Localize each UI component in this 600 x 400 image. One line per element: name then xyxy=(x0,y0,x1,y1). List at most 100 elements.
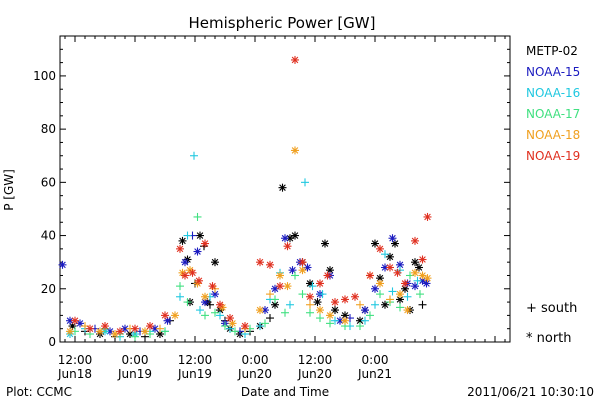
y-axis: 0 20 40 60 80 100 xyxy=(33,35,510,349)
data-point xyxy=(371,284,379,293)
data-point xyxy=(415,263,423,272)
data-point xyxy=(351,292,359,301)
data-point xyxy=(331,316,339,325)
data-point xyxy=(388,287,397,296)
data-point xyxy=(306,308,314,317)
data-point xyxy=(306,292,314,301)
legend-entry: NOAA-15 xyxy=(526,65,580,79)
data-point xyxy=(261,319,269,328)
x-tick-label-date: Jun20 xyxy=(297,367,332,381)
y-tick-label: 40 xyxy=(41,229,56,243)
data-point xyxy=(278,183,287,192)
data-point xyxy=(411,258,419,267)
chart-title: Hemispheric Power [GW] xyxy=(189,14,376,32)
data-point xyxy=(226,314,234,323)
data-point xyxy=(331,298,339,307)
data-point xyxy=(161,327,169,336)
legend-entry: NOAA-19 xyxy=(526,149,580,163)
data-point xyxy=(316,314,324,323)
data-point xyxy=(196,231,204,240)
data-point xyxy=(181,271,189,280)
data-point xyxy=(156,324,164,333)
data-point xyxy=(116,327,124,336)
data-point xyxy=(58,260,67,269)
data-point xyxy=(376,290,384,299)
data-point xyxy=(298,266,307,275)
data-point xyxy=(96,327,104,336)
data-point xyxy=(313,298,322,307)
data-point xyxy=(178,236,187,245)
legend-entry: NOAA-16 xyxy=(526,86,580,100)
data-point xyxy=(291,55,299,64)
data-point xyxy=(396,290,404,299)
data-point xyxy=(183,298,192,307)
data-point xyxy=(366,311,374,320)
x-tick-label-time: 0:00 xyxy=(122,353,149,367)
data-point xyxy=(411,268,419,277)
data-point xyxy=(341,316,349,325)
data-point xyxy=(316,279,324,288)
plot-credit: Plot: CCMC xyxy=(6,385,72,399)
data-point xyxy=(131,332,139,341)
data-point xyxy=(401,284,409,293)
data-point xyxy=(281,308,289,317)
data-point xyxy=(211,258,219,267)
data-point xyxy=(188,268,197,277)
data-point xyxy=(396,260,404,269)
data-point xyxy=(101,322,109,331)
data-point xyxy=(216,311,224,320)
data-point xyxy=(393,268,402,277)
data-point xyxy=(308,282,317,291)
x-tick-label-date: Jun19 xyxy=(177,367,212,381)
y-axis-label: P [GW] xyxy=(2,169,16,211)
data-point xyxy=(371,300,379,309)
data-point xyxy=(266,314,274,323)
data-point xyxy=(266,290,274,299)
data-point xyxy=(381,300,389,309)
x-tick-label-date: Jun18 xyxy=(57,367,92,381)
x-tick-label-time: 12:00 xyxy=(298,353,333,367)
data-point xyxy=(71,316,79,325)
data-point xyxy=(361,306,369,315)
data-point xyxy=(256,322,264,331)
data-point xyxy=(376,274,384,283)
x-tick-label-date: Jun19 xyxy=(117,367,152,381)
data-point xyxy=(386,252,394,261)
data-point xyxy=(256,306,264,315)
plot-frame xyxy=(59,35,511,343)
data-point xyxy=(196,306,204,315)
data-point xyxy=(423,212,432,221)
marker-legend: + south * north xyxy=(526,301,577,346)
data-point xyxy=(376,279,384,288)
data-point xyxy=(190,151,198,160)
data-point xyxy=(271,295,279,304)
data-point xyxy=(423,274,432,283)
data-point xyxy=(323,271,332,280)
data-point xyxy=(386,263,394,272)
data-point xyxy=(326,319,334,328)
data-point xyxy=(422,279,431,288)
data-point xyxy=(291,271,299,280)
y-tick-label: 0 xyxy=(48,335,56,349)
data-point xyxy=(388,234,397,243)
x-tick-label-time: 12:00 xyxy=(58,353,93,367)
data-point xyxy=(341,295,349,304)
x-tick-label-date: Jun21 xyxy=(357,367,392,381)
data-point xyxy=(411,236,419,245)
data-point xyxy=(131,324,139,333)
data-point xyxy=(216,300,224,309)
data-point xyxy=(416,290,424,299)
data-point xyxy=(301,178,309,187)
data-point xyxy=(386,295,394,304)
data-point xyxy=(176,292,184,301)
data-point xyxy=(366,271,374,280)
data-point xyxy=(176,244,184,253)
data-point xyxy=(141,327,149,336)
data-point xyxy=(381,250,389,259)
data-point xyxy=(291,146,299,155)
data-point xyxy=(221,322,229,331)
data-point xyxy=(193,212,202,221)
y-tick-label: 20 xyxy=(41,282,56,296)
data-point xyxy=(86,324,94,333)
data-point xyxy=(413,276,422,285)
